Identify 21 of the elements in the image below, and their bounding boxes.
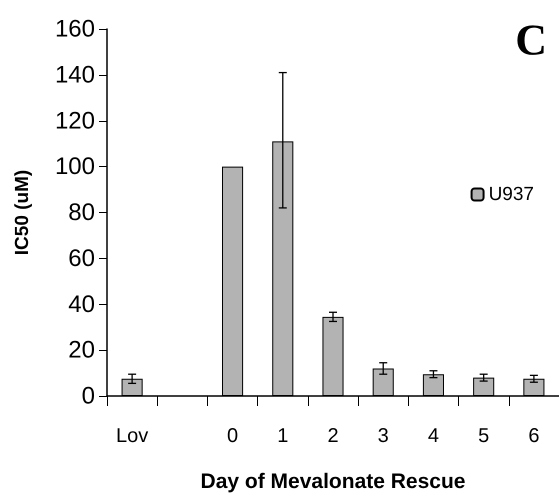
- x-tick-label: 0: [226, 425, 238, 447]
- y-tick-label: 40: [68, 290, 95, 318]
- y-tick-label: 120: [54, 107, 95, 134]
- x-tick-label: Lov: [116, 425, 148, 447]
- x-tick-label: 2: [327, 425, 339, 447]
- y-axis-title: IC50 (uM): [12, 170, 33, 256]
- y-tick-label: 160: [54, 16, 95, 42]
- x-tick-label: 3: [378, 425, 389, 447]
- x-tick-label: 6: [528, 425, 540, 447]
- x-tick-label: 1: [277, 425, 288, 447]
- y-tick-label: 80: [68, 199, 95, 226]
- y-tick-label: 140: [54, 61, 95, 88]
- y-tick-label: 20: [68, 336, 95, 364]
- y-tick-label: 0: [82, 382, 95, 410]
- x-tick-label: 5: [478, 425, 490, 447]
- annotation: C: [515, 16, 548, 64]
- y-tick-label: 100: [54, 153, 95, 180]
- x-axis-title: Day of Mevalonate Rescue: [200, 470, 466, 493]
- legend-label: U937: [488, 184, 534, 205]
- x-tick-label: 4: [428, 425, 440, 447]
- y-tick-label: 60: [68, 244, 95, 272]
